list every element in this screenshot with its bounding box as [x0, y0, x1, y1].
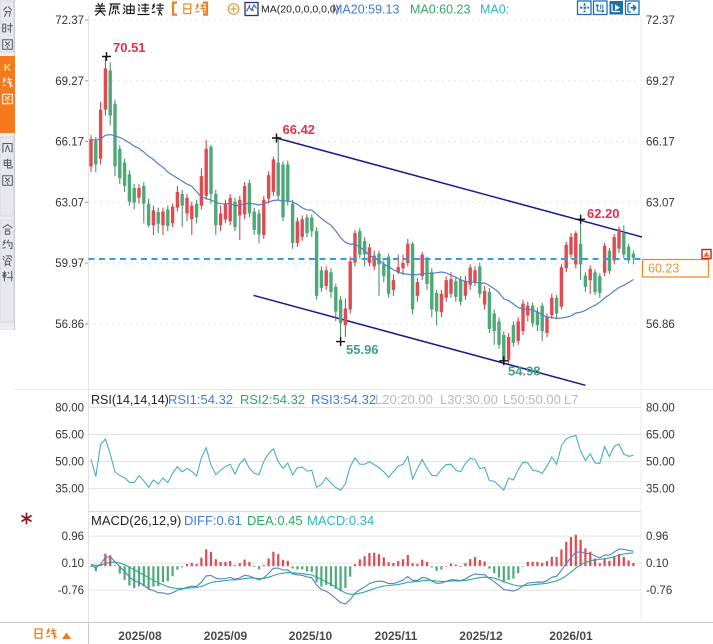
svg-text:0.96: 0.96 [646, 531, 668, 543]
svg-text:MA20:59.13: MA20:59.13 [332, 3, 399, 17]
svg-text:RSI1:54.32: RSI1:54.32 [168, 392, 233, 407]
svg-text:69.27: 69.27 [646, 76, 675, 88]
svg-text:60.23: 60.23 [648, 262, 679, 276]
svg-text:DEA:0.45: DEA:0.45 [247, 513, 303, 528]
svg-text:MA(20,0,0,0,0,0): MA(20,0,0,0,0,0) [261, 4, 339, 16]
svg-text:RSI2:54.32: RSI2:54.32 [240, 392, 305, 407]
svg-text:80.00: 80.00 [55, 403, 84, 415]
svg-text:MACD(26,12,9): MACD(26,12,9) [91, 513, 181, 528]
svg-text:70.51: 70.51 [113, 40, 146, 55]
svg-text:2025/11: 2025/11 [375, 629, 418, 643]
svg-text:2025/12: 2025/12 [459, 629, 503, 643]
svg-text:72.37: 72.37 [646, 15, 675, 27]
svg-text:54.98: 54.98 [508, 364, 541, 379]
svg-text:RSI(14,14,14): RSI(14,14,14) [91, 393, 169, 407]
svg-text:72.37: 72.37 [55, 15, 84, 27]
svg-text:55.96: 55.96 [346, 342, 379, 357]
svg-text:0.10: 0.10 [62, 558, 84, 570]
svg-text:80.00: 80.00 [646, 403, 675, 415]
svg-text:MA0:60.23: MA0:60.23 [410, 3, 471, 17]
svg-text:62.20: 62.20 [587, 206, 620, 221]
svg-text:2025/09: 2025/09 [204, 629, 248, 643]
svg-text:69.27: 69.27 [55, 76, 84, 88]
svg-text:K: K [4, 63, 12, 74]
svg-text:35.00: 35.00 [55, 484, 84, 496]
svg-text:DIFF:0.61: DIFF:0.61 [184, 513, 242, 528]
svg-text:L20:20.00: L20:20.00 [375, 392, 433, 407]
svg-text:35.00: 35.00 [646, 484, 675, 496]
svg-text:0.96: 0.96 [62, 531, 84, 543]
svg-text:-0.76: -0.76 [646, 585, 672, 597]
svg-text:2025/10: 2025/10 [289, 629, 333, 643]
svg-text:50.00: 50.00 [646, 457, 675, 469]
svg-text:65.00: 65.00 [646, 430, 675, 442]
svg-text:MACD:0.34: MACD:0.34 [307, 513, 374, 528]
svg-text:0.10: 0.10 [646, 558, 668, 570]
svg-text:L50:50.00: L50:50.00 [503, 392, 561, 407]
svg-text:66.17: 66.17 [55, 137, 84, 149]
svg-text:59.97: 59.97 [55, 258, 84, 270]
svg-text:65.00: 65.00 [55, 430, 84, 442]
svg-text:66.17: 66.17 [646, 137, 675, 149]
svg-text:L30:30.00: L30:30.00 [440, 392, 498, 407]
svg-text:RSI3:54.32: RSI3:54.32 [311, 392, 376, 407]
svg-text:-0.76: -0.76 [58, 585, 84, 597]
svg-text:63.07: 63.07 [646, 197, 675, 209]
svg-text:L7: L7 [564, 392, 578, 407]
svg-text:56.86: 56.86 [55, 319, 84, 331]
svg-text:56.86: 56.86 [646, 319, 675, 331]
svg-text:66.42: 66.42 [283, 122, 316, 137]
svg-text:2025/08: 2025/08 [118, 629, 162, 643]
svg-text:50.00: 50.00 [55, 457, 84, 469]
svg-text:2026/01: 2026/01 [549, 629, 593, 643]
svg-text:MA0:: MA0: [480, 3, 509, 17]
svg-text:63.07: 63.07 [55, 197, 84, 209]
